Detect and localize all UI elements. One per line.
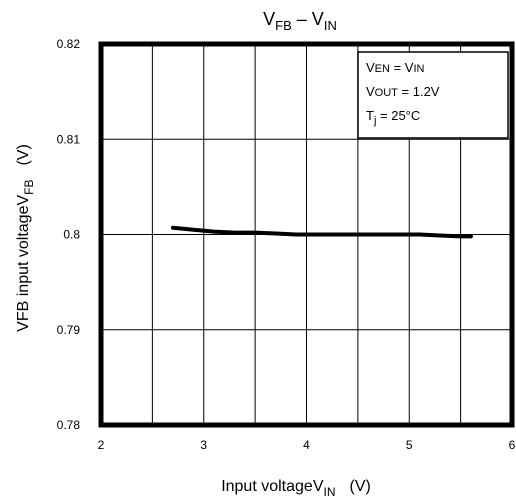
legend-3-main: T — [366, 108, 374, 123]
ylabel-main: VFB input voltage — [15, 205, 32, 331]
legend-line-3: Tj = 25°C — [366, 108, 420, 127]
legend-3-rest: = 25°C — [376, 108, 420, 123]
ylabel-symbol: V — [15, 195, 32, 206]
x-tick-labels: 2 3 4 5 6 — [98, 438, 516, 452]
x-tick-label: 4 — [303, 438, 310, 452]
xlabel-sub: IN — [323, 485, 335, 499]
x-tick-label: 5 — [406, 438, 413, 452]
title-sub2: IN — [324, 18, 337, 33]
x-axis-label: Input voltageVIN (V) — [221, 478, 371, 499]
chart-title: VFB – VIN — [263, 9, 337, 33]
legend-2-main: V — [366, 84, 375, 99]
legend-1-sub: EN — [375, 63, 390, 75]
legend-2-rest: = 1.2V — [398, 84, 440, 99]
ylabel-unit: (V) — [15, 144, 32, 165]
series-group — [170, 225, 473, 239]
legend-3-sub: j — [373, 115, 376, 127]
x-tick-label: 2 — [98, 438, 105, 452]
ylabel-sub: FB — [22, 180, 36, 195]
legend-line-1: VEN = VIN — [366, 60, 425, 75]
legend-line-2: VOUT = 1.2V — [366, 84, 440, 99]
y-tick-labels: 0.78 0.79 0.8 0.81 0.82 — [57, 37, 81, 432]
title-dash: – V — [292, 9, 324, 29]
x-tick-label: 3 — [200, 438, 207, 452]
title-main: V — [263, 9, 275, 29]
y-tick-label: 0.78 — [57, 418, 81, 432]
xlabel-unit: (V) — [349, 478, 370, 495]
xlabel-symbol: V — [313, 478, 324, 495]
legend-frame — [357, 51, 509, 139]
y-tick-label: 0.8 — [63, 228, 80, 242]
x-tick-label: 6 — [509, 438, 516, 452]
y-axis-label: VFB input voltageVFB (V) — [15, 144, 36, 332]
y-tick-label: 0.82 — [57, 37, 81, 51]
title-sub1: FB — [275, 18, 292, 33]
xlabel-main: Input voltage — [221, 478, 313, 495]
y-tick-label: 0.79 — [57, 323, 81, 337]
legend-1-rest: = V — [390, 60, 414, 75]
y-tick-label: 0.81 — [57, 132, 81, 146]
legend-1-main: V — [366, 60, 375, 75]
legend-2-sub: OUT — [375, 87, 399, 99]
legend-box: VEN = VIN VOUT = 1.2V Tj = 25°C — [357, 51, 509, 139]
legend-1-sub2: IN — [413, 63, 424, 75]
series-line — [170, 225, 473, 239]
plot-frame — [98, 41, 515, 428]
